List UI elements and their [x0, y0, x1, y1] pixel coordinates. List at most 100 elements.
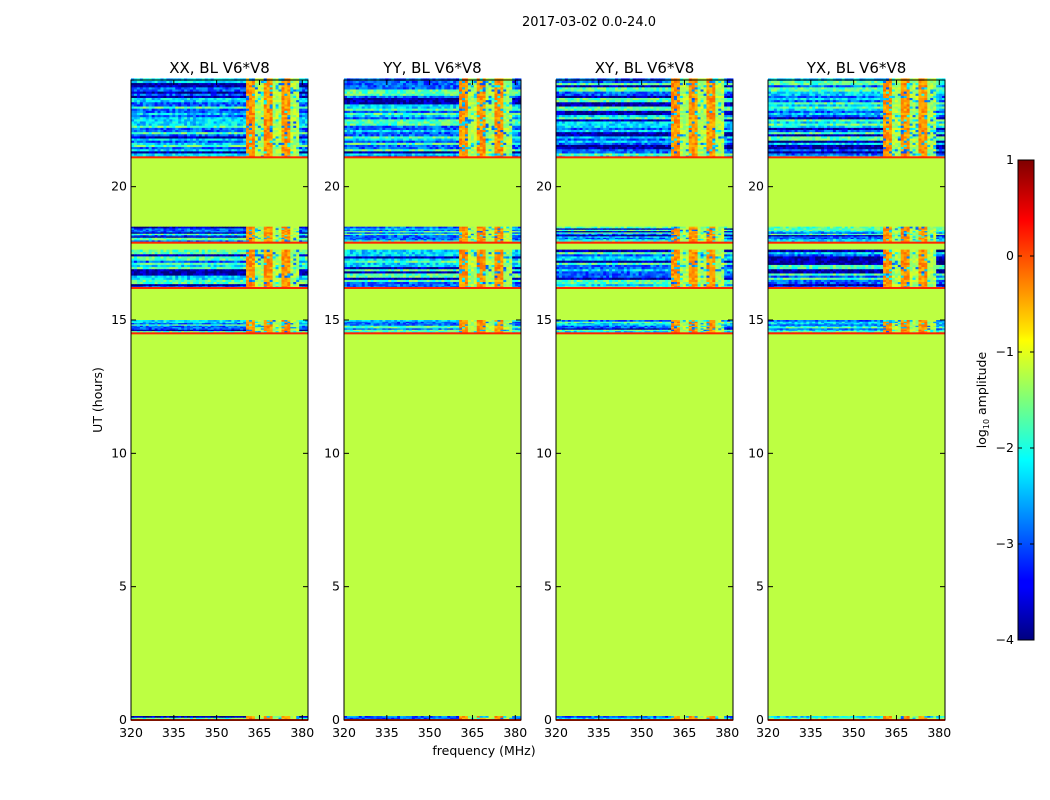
heatmap-cell [131, 250, 134, 253]
heatmap-cell [287, 716, 290, 718]
heatmap-cell [152, 227, 155, 229]
heatmap-cell [205, 320, 208, 322]
heatmap-cell [184, 716, 187, 718]
heatmap-cell [261, 716, 264, 718]
heatmap-cell [149, 716, 152, 718]
x-tick-label: 320 [119, 725, 143, 740]
heatmap-cell [208, 320, 211, 322]
heatmap-cell [237, 320, 240, 322]
heatmap-cell [394, 716, 397, 718]
heatmap-cell [418, 716, 421, 718]
heatmap-cell [293, 320, 296, 322]
heatmap-cell [190, 716, 193, 718]
heatmap-cell [196, 227, 199, 229]
heatmap-cell [290, 227, 293, 229]
heatmap-cell [172, 227, 175, 229]
heatmap-cell [433, 716, 436, 718]
panel-background [344, 80, 521, 720]
heatmap-cell [353, 716, 356, 718]
heatmap-cell [149, 227, 152, 229]
heatmap-cell [240, 716, 243, 718]
heatmap-cell [152, 716, 155, 718]
heatmap-cell [228, 250, 231, 253]
heatmap-cell [228, 320, 231, 322]
heatmap-cell [231, 716, 234, 718]
heatmap-cell [166, 320, 169, 322]
heatmap-cell [267, 320, 270, 322]
heatmap-cell [169, 716, 172, 718]
heatmap-cell [222, 320, 225, 322]
heatmap-cell [299, 227, 302, 229]
heatmap-cell [347, 716, 350, 718]
heatmap-cell [252, 320, 255, 322]
heatmap-cell [158, 227, 161, 229]
heatmap-cell [155, 320, 158, 322]
heatmap-cell [143, 320, 146, 322]
heatmap-cell [211, 227, 214, 229]
heatmap-cell [362, 716, 365, 718]
heatmap-cell [237, 250, 240, 253]
heatmap-cell [163, 227, 166, 229]
heatmap-cell [261, 250, 264, 253]
heatmap-cell [187, 716, 190, 718]
heatmap-cell [255, 250, 258, 253]
heatmap-cell [172, 320, 175, 322]
heatmap-cell [290, 250, 293, 253]
heatmap-cell [279, 250, 282, 253]
heatmap-cell [220, 227, 223, 229]
heatmap-cell [225, 250, 228, 253]
heatmap-cell [181, 716, 184, 718]
heatmap-cell [243, 320, 246, 322]
heatmap-cell [376, 716, 379, 718]
heatmap-cell [252, 716, 255, 718]
heatmap-cell [231, 320, 234, 322]
heatmap-cell [137, 250, 140, 253]
heatmap-cell [190, 250, 193, 253]
heatmap-cell [293, 716, 296, 718]
heatmap-cell [240, 320, 243, 322]
heatmap-cell [237, 227, 240, 229]
heatmap-cell [243, 250, 246, 253]
band-edge-line [131, 287, 308, 289]
heatmap-cell [175, 250, 178, 253]
heatmap-cell [273, 250, 276, 253]
heatmap-cell [296, 320, 299, 322]
heatmap-cell [146, 320, 149, 322]
heatmap-cell [406, 716, 409, 718]
heatmap-cell [240, 227, 243, 229]
heatmap-cell [220, 320, 223, 322]
heatmap-cell [214, 320, 217, 322]
heatmap-cell [166, 716, 169, 718]
heatmap-cell [140, 716, 143, 718]
heatmap-cell [281, 716, 284, 718]
heatmap-cell [255, 320, 258, 322]
heatmap-cell [438, 716, 441, 718]
heatmap-cell [284, 320, 287, 322]
heatmap-cell [199, 250, 202, 253]
heatmap-cell [284, 250, 287, 253]
heatmap-cell [152, 320, 155, 322]
heatmap-cell [296, 227, 299, 229]
heatmap-cell [234, 227, 237, 229]
heatmap-cell [302, 250, 305, 253]
heatmap-cell [273, 320, 276, 322]
x-tick-label: 380 [290, 725, 314, 740]
heatmap-cell [175, 320, 178, 322]
heatmap-cell [276, 716, 279, 718]
y-tick-label: 15 [111, 312, 127, 327]
heatmap-cell [181, 320, 184, 322]
heatmap-cell [344, 716, 347, 718]
heatmap-cell [267, 250, 270, 253]
heatmap-cell [228, 716, 231, 718]
heatmap-cell [249, 320, 252, 322]
heatmap-cell [412, 716, 415, 718]
heatmap-cell [187, 250, 190, 253]
heatmap-cell [359, 716, 362, 718]
heatmap-cell [143, 250, 146, 253]
heatmap-cell [222, 250, 225, 253]
heatmap-cell [158, 320, 161, 322]
heatmap-cell [196, 716, 199, 718]
heatmap-cell [140, 320, 143, 322]
heatmap-cell [234, 320, 237, 322]
